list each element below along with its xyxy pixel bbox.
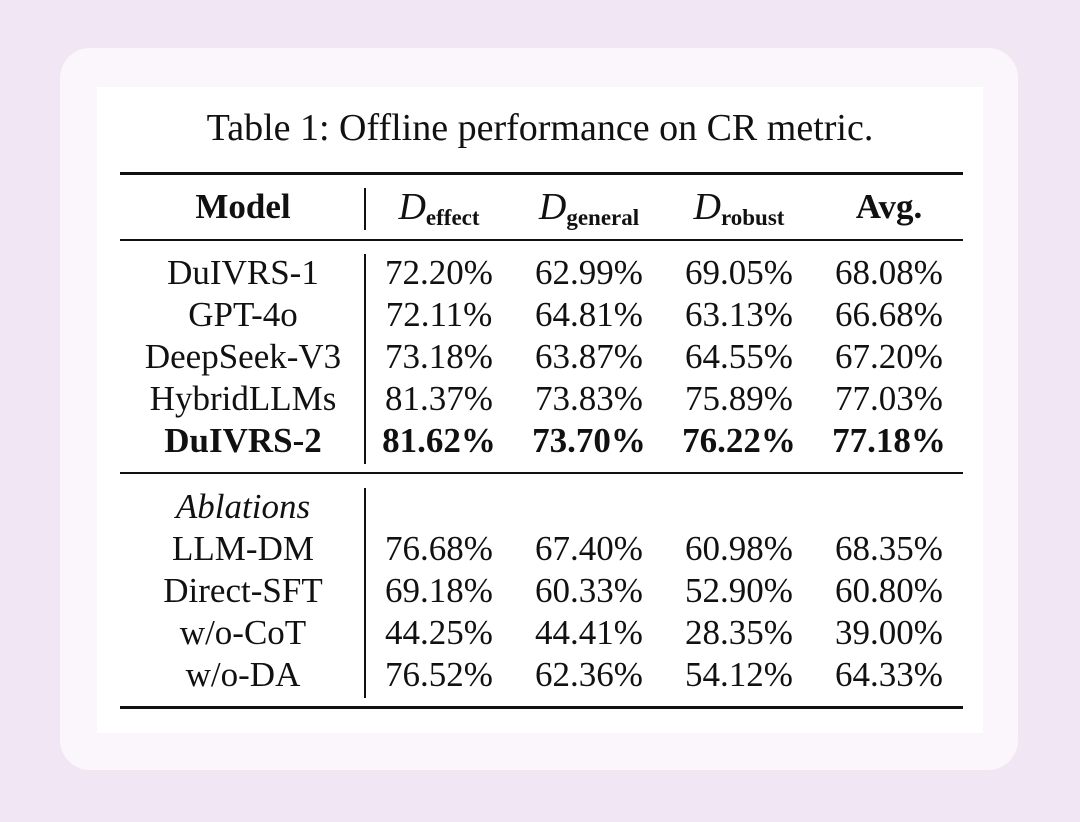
row-model: w/o-CoT (179, 613, 307, 652)
row-model: DuIVRS-1 (167, 253, 319, 292)
row-model: Direct-SFT (163, 571, 323, 610)
header-rule (120, 239, 963, 241)
ablation-column-separator (364, 488, 366, 698)
top-rule (120, 172, 963, 175)
d-symbol: D (398, 186, 426, 228)
d-symbol: D (693, 186, 721, 228)
cell-general: 64.81% (535, 295, 643, 334)
cell-general: 60.33% (535, 571, 643, 610)
cell-effect: 81.37% (385, 379, 493, 418)
cell-general: 62.99% (535, 253, 643, 292)
cell-effect: 69.18% (385, 571, 493, 610)
d-symbol: D (538, 186, 567, 228)
cell-robust: 63.13% (685, 295, 793, 334)
cell-effect: 76.52% (385, 655, 493, 694)
cell-avg: 39.00% (835, 613, 943, 652)
cell-avg: 77.03% (835, 379, 943, 418)
header-d-robust: Drobust (676, 186, 802, 230)
cell-effect: 76.68% (385, 529, 493, 568)
cell-effect: 73.18% (385, 337, 493, 376)
cell-effect: 72.11% (385, 295, 493, 334)
cell-general: 63.87% (535, 337, 643, 376)
cell-avg: 68.08% (835, 253, 943, 292)
cell-avg: 67.20% (835, 337, 943, 376)
cell-avg: 66.68% (835, 295, 943, 334)
header-d-general: Dgeneral (526, 186, 652, 230)
cell-general: 67.40% (535, 529, 643, 568)
general-subscript: general (566, 205, 640, 230)
cell-robust: 75.89% (685, 379, 793, 418)
cell-robust: 28.35% (685, 613, 793, 652)
cell-avg: 60.80% (835, 571, 943, 610)
header-column-separator (364, 188, 366, 230)
row-model: LLM-DM (172, 529, 314, 568)
cell-avg: 68.35% (835, 529, 943, 568)
cell-robust: 60.98% (685, 529, 793, 568)
cell-avg: 77.18% (832, 421, 946, 460)
cell-robust: 54.12% (685, 655, 793, 694)
cell-effect: 81.62% (382, 421, 496, 460)
row-model: w/o-DA (185, 655, 301, 694)
row-model: DeepSeek-V3 (144, 337, 342, 376)
robust-subscript: robust (720, 205, 785, 230)
cell-effect: 72.20% (385, 253, 493, 292)
bottom-rule (120, 706, 963, 709)
table-caption: Table 1: Offline performance on CR metri… (206, 107, 874, 149)
cell-robust: 69.05% (685, 253, 793, 292)
paper-snippet (97, 87, 983, 733)
cell-robust: 64.55% (685, 337, 793, 376)
cell-general: 73.70% (532, 421, 646, 460)
row-model: HybridLLMs (149, 379, 337, 418)
cell-general: 62.36% (535, 655, 643, 694)
cell-general: 73.83% (535, 379, 643, 418)
ablations-label: Ablations (175, 487, 311, 526)
ablation-rule (120, 472, 963, 474)
header-d-effect: Deffect (376, 186, 502, 230)
cell-effect: 44.25% (385, 613, 493, 652)
cell-avg: 64.33% (835, 655, 943, 694)
header-avg: Avg. (855, 187, 923, 226)
effect-subscript: effect (425, 205, 480, 230)
row-model: GPT-4o (188, 295, 298, 334)
cell-robust: 76.22% (682, 421, 796, 460)
cell-robust: 52.90% (685, 571, 793, 610)
main-column-separator (364, 254, 366, 464)
row-model: DuIVRS-2 (164, 421, 322, 460)
cell-general: 44.41% (535, 613, 643, 652)
header-model: Model (195, 187, 291, 226)
